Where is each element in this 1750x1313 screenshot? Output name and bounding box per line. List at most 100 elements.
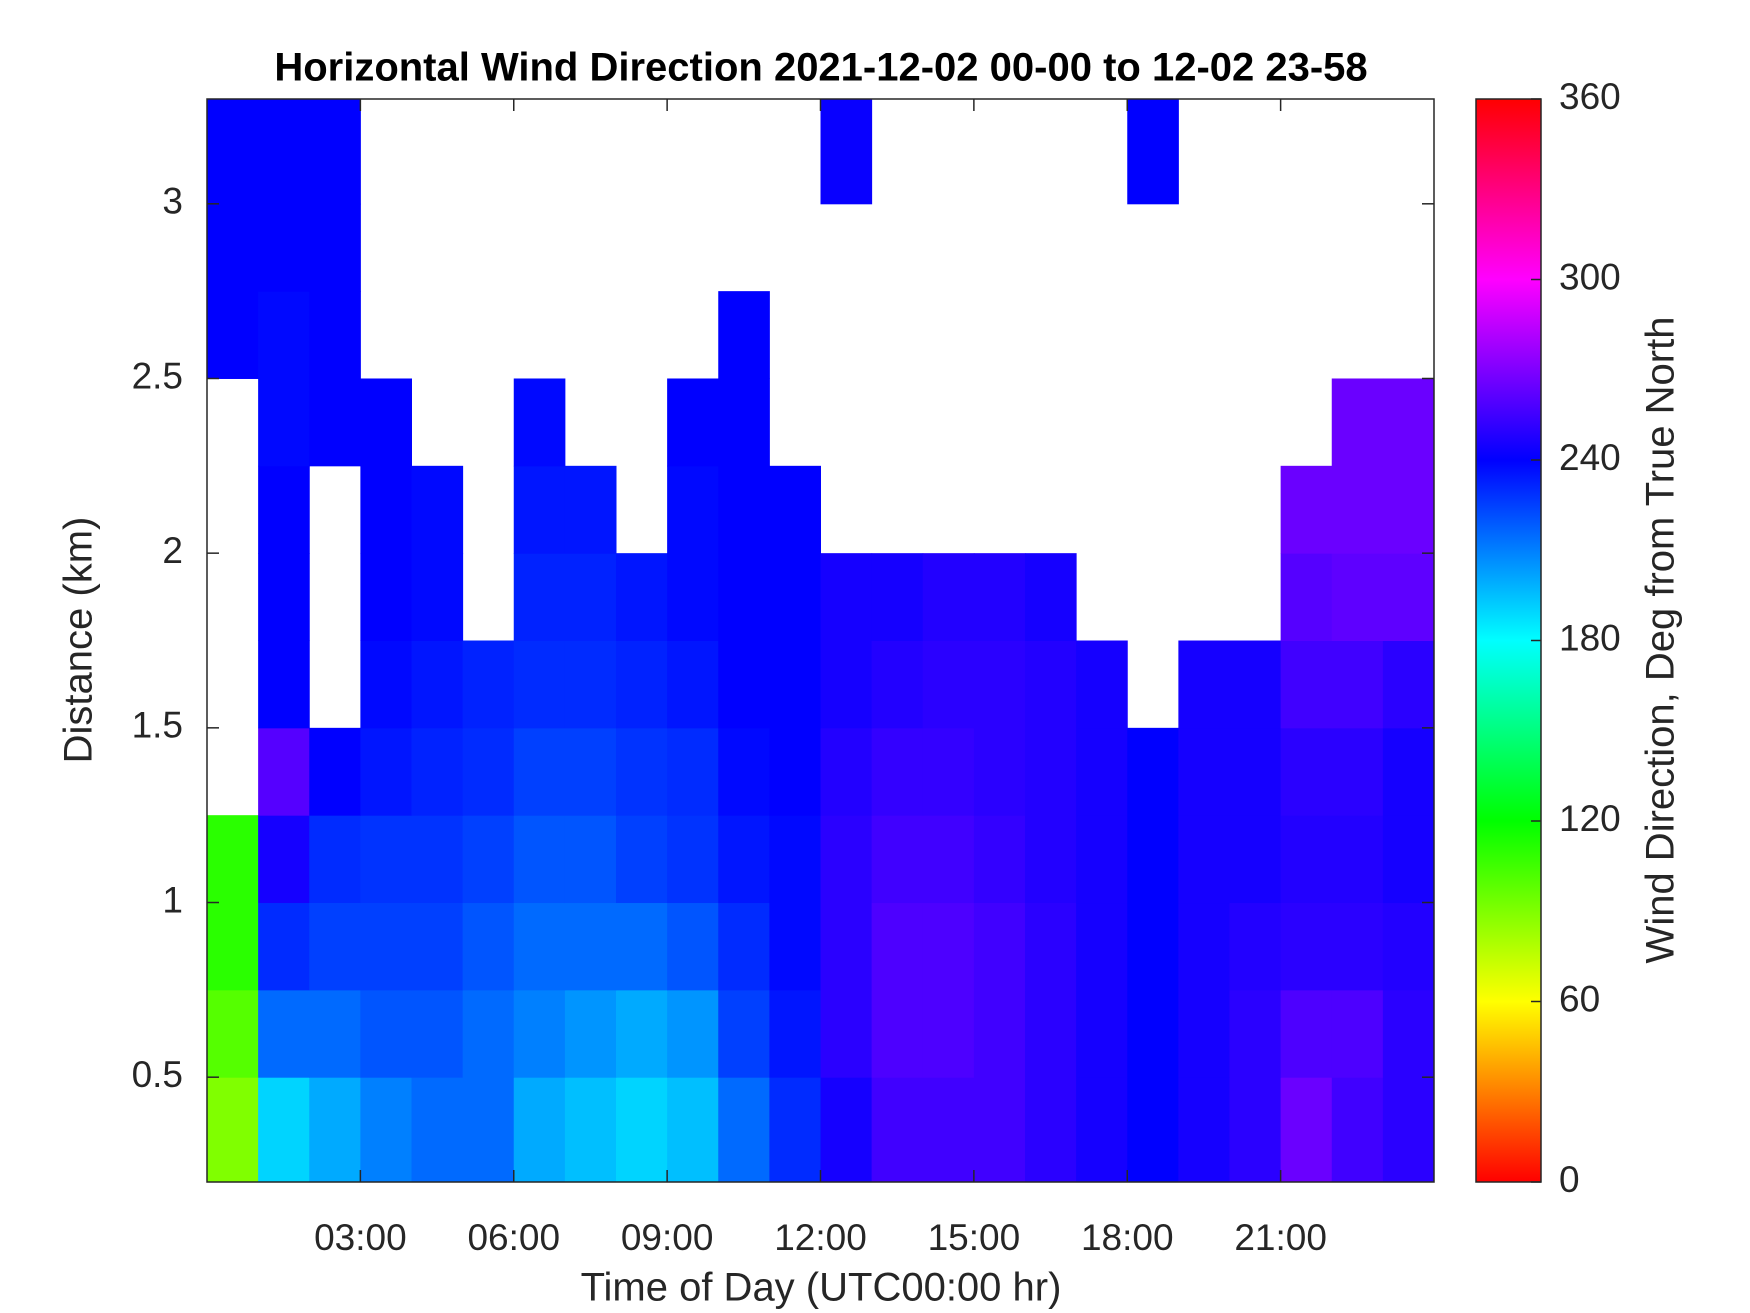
heat-cell [718,291,770,379]
heat-cell [1025,815,1077,904]
heat-cell [1280,553,1333,641]
y-tick-label: 1 [162,879,183,920]
heat-cell [718,640,770,729]
heat-cell [1025,902,1077,991]
heat-cell [973,640,1026,729]
y-tick-label: 0.5 [132,1054,183,1095]
heat-cell [1025,989,1077,1078]
heat-cell [820,815,873,904]
heatmap [207,99,1435,1183]
heat-cell [871,553,924,641]
colorbar-tick-label: 0 [1559,1159,1580,1200]
heat-cell [360,815,412,904]
colorbar [1475,98,1542,1183]
heat-cell [1178,989,1230,1078]
heat-cell [1382,640,1435,729]
heat-cell [973,815,1026,904]
heat-cell [1280,465,1333,554]
heat-cell [769,727,821,816]
x-tick-label: 21:00 [1234,1217,1327,1258]
heat-cell [513,1077,566,1183]
heat-cell [309,815,361,904]
heat-cell [1127,902,1179,991]
heat-cell [1382,553,1435,641]
x-tick-label: 18:00 [1081,1217,1174,1258]
heat-cell [820,553,873,641]
y-axis-label: Distance (km) [57,517,101,764]
heat-cell [360,902,412,991]
heat-cell [564,465,617,554]
heat-cell [1382,378,1435,467]
heat-cell [1331,989,1384,1078]
heat-cell [411,465,464,554]
heat-cell [973,902,1026,991]
heat-cell [411,1077,464,1183]
heat-cell [1331,815,1384,904]
heat-cell [258,553,310,641]
heat-cell [1331,902,1384,991]
heat-cell [258,203,310,292]
heat-cell [769,1077,821,1183]
heat-cell [667,1077,719,1183]
chart-title: Horizontal Wind Direction 2021-12-02 00-… [274,46,1367,90]
heat-cell [1076,1077,1128,1183]
heat-cell [1127,727,1179,816]
heat-cell [718,465,770,554]
heat-cell [411,640,464,729]
heat-cell [718,989,770,1078]
heat-cell [769,553,821,641]
heat-cell [564,1077,617,1183]
colorbar-tick-label: 360 [1559,76,1621,117]
y-tick-label: 2.5 [132,355,183,396]
heat-cell [207,902,259,991]
heat-cell [769,989,821,1078]
heat-cell [922,553,975,641]
y-tick-label: 1.5 [132,705,183,746]
heat-cell [820,727,873,816]
heat-cell [1280,640,1333,729]
heat-cell [258,815,310,904]
heat-cell [871,727,924,816]
heat-cell [1178,640,1230,729]
heat-cell [207,989,259,1078]
heat-cell [513,553,566,641]
heat-cell [411,553,464,641]
x-tick-label: 15:00 [928,1217,1021,1258]
heat-cell [667,465,719,554]
heat-cell [616,1077,668,1183]
heat-cell [207,815,259,904]
heat-cell [360,378,412,467]
heat-cell [1076,640,1128,729]
colorbar-tick-label: 300 [1559,256,1621,297]
heat-cell [258,727,310,816]
heat-cell [1025,727,1077,816]
x-tick-label: 03:00 [314,1217,407,1258]
heat-cell [258,291,310,379]
heat-cell [1178,727,1230,816]
heat-cell [871,1077,924,1183]
heat-cell [564,902,617,991]
heat-cell [871,902,924,991]
heat-cell [1025,640,1077,729]
heat-cell [820,640,873,729]
heat-cell [462,902,515,991]
heat-cell [1280,902,1333,991]
heat-cell [1127,989,1179,1078]
heat-cell [513,989,566,1078]
heat-cell [616,640,668,729]
heat-cell [207,291,259,379]
heat-cell [871,815,924,904]
heat-cell [769,465,821,554]
heat-cell [667,902,719,991]
heat-cell [360,553,412,641]
heat-cell [411,902,464,991]
heat-cell [1127,99,1179,205]
heat-cell [922,989,975,1078]
colorbar-label: Wind Direction, Deg from True North [1639,317,1683,964]
heat-cell [564,989,617,1078]
heat-cell [411,815,464,904]
heat-cell [1331,465,1384,554]
heat-cell [1229,902,1282,991]
heat-cell [1178,1077,1230,1183]
heat-cell [1280,1077,1333,1183]
